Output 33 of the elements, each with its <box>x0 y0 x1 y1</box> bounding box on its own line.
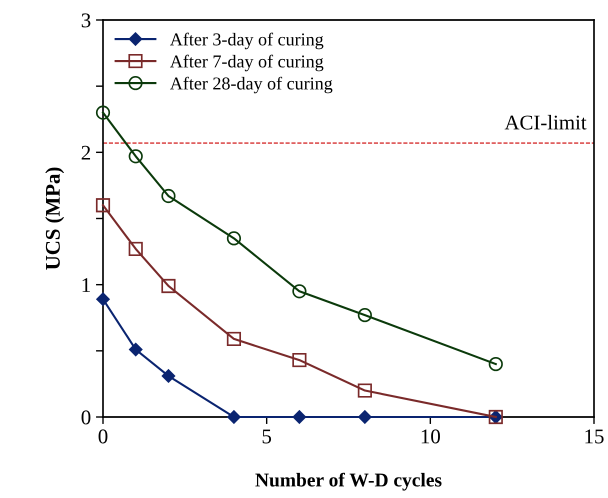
point <box>129 342 142 356</box>
point <box>358 383 372 398</box>
y-tick-label: 1 <box>82 278 90 292</box>
x-tick-label: 15 <box>585 430 604 444</box>
point <box>96 292 110 306</box>
point <box>227 410 241 424</box>
point <box>161 188 176 204</box>
legend-label: After 28-day of curing <box>170 76 332 94</box>
legend-label: After 7-day of curing <box>170 54 324 72</box>
y-tick-label: 0 <box>82 410 90 424</box>
point <box>226 332 242 346</box>
x-axis-title: Number of W-D cycles <box>255 472 442 491</box>
point <box>96 106 110 120</box>
point <box>488 356 503 372</box>
legend-label: After 3-day of curing <box>170 32 324 50</box>
y-tick-label: 2 <box>82 146 90 160</box>
point <box>226 231 242 246</box>
point <box>161 278 176 294</box>
y-tick-label: 3 <box>82 13 90 28</box>
point <box>292 284 306 298</box>
point <box>292 353 306 368</box>
point <box>162 369 176 383</box>
x-tick-label: 5 <box>262 430 272 444</box>
x-tick-label: 10 <box>422 429 440 444</box>
point <box>96 198 110 212</box>
x-tick-label: 0 <box>98 429 108 444</box>
point <box>358 410 372 424</box>
point <box>358 308 372 322</box>
point <box>292 410 306 424</box>
point <box>128 242 143 256</box>
point <box>128 149 143 164</box>
y-axis-title: UCS (MPa) <box>45 168 64 270</box>
ref-line-label: ACI-limit <box>504 114 587 130</box>
